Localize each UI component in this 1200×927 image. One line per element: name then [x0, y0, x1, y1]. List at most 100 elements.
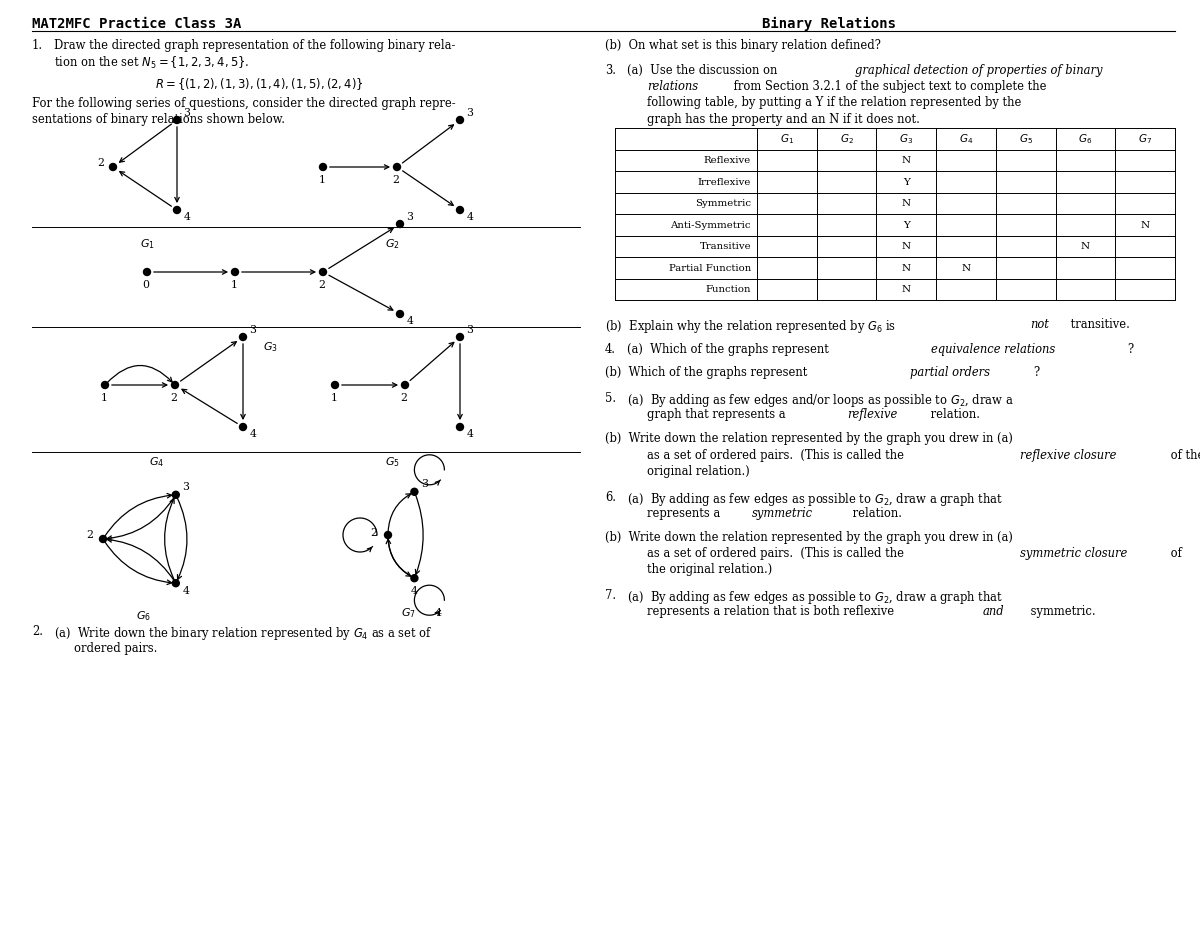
- Text: (a)  Write down the binary relation represented by $G_4$ as a set of: (a) Write down the binary relation repre…: [54, 625, 433, 642]
- Text: 4: 4: [184, 212, 191, 222]
- Text: (b)  On what set is this binary relation defined?: (b) On what set is this binary relation …: [605, 39, 881, 52]
- Text: Y: Y: [902, 221, 910, 230]
- Text: Transitive: Transitive: [700, 242, 751, 251]
- Text: 4: 4: [467, 212, 474, 222]
- Text: $G_2$: $G_2$: [840, 133, 853, 146]
- Text: $G_3$: $G_3$: [899, 133, 913, 146]
- Text: $G_7$: $G_7$: [1138, 133, 1152, 146]
- Circle shape: [100, 536, 107, 542]
- Text: 2: 2: [392, 175, 400, 185]
- Text: N: N: [901, 157, 911, 165]
- Circle shape: [456, 424, 463, 430]
- Text: and: and: [983, 605, 1004, 618]
- Text: ?: ?: [1127, 343, 1133, 356]
- Text: ?: ?: [1033, 366, 1039, 379]
- Circle shape: [384, 531, 391, 539]
- Text: 3: 3: [182, 482, 190, 492]
- Text: 2: 2: [170, 393, 178, 403]
- Text: as a set of ordered pairs.  (This is called the: as a set of ordered pairs. (This is call…: [647, 547, 907, 560]
- Text: of: of: [1166, 547, 1182, 560]
- Text: (b)  Explain why the relation represented by $G_6$ is: (b) Explain why the relation represented…: [605, 319, 896, 336]
- Text: 1: 1: [330, 393, 337, 403]
- Text: represents a relation that is both reflexive: represents a relation that is both refle…: [647, 605, 898, 618]
- Text: $G_5$: $G_5$: [1019, 133, 1033, 146]
- Circle shape: [331, 382, 338, 388]
- Text: N: N: [1140, 221, 1150, 230]
- Circle shape: [232, 269, 239, 275]
- Text: (a)  By adding as few edges and/or loops as possible to $G_2$, draw a: (a) By adding as few edges and/or loops …: [628, 392, 1014, 409]
- Text: Anti-Symmetric: Anti-Symmetric: [671, 221, 751, 230]
- Text: 0: 0: [143, 280, 150, 290]
- Text: symmetric closure: symmetric closure: [1020, 547, 1127, 560]
- Text: N: N: [901, 199, 911, 209]
- Text: 4: 4: [250, 429, 257, 439]
- Text: N: N: [1081, 242, 1090, 251]
- Text: Reflexive: Reflexive: [703, 157, 751, 165]
- Text: 2: 2: [318, 280, 325, 290]
- Text: N: N: [901, 263, 911, 273]
- Text: 3: 3: [407, 212, 414, 222]
- Text: $G_4$: $G_4$: [150, 455, 164, 469]
- Text: 3: 3: [421, 479, 428, 489]
- Text: N: N: [901, 242, 911, 251]
- Text: graph that represents a: graph that represents a: [647, 409, 790, 422]
- Text: 4: 4: [407, 316, 414, 326]
- Circle shape: [102, 382, 108, 388]
- Circle shape: [456, 207, 463, 213]
- Text: $G_7$: $G_7$: [401, 606, 415, 620]
- Circle shape: [456, 334, 463, 340]
- Text: ordered pairs.: ordered pairs.: [74, 642, 157, 655]
- Text: MAT2MFC Practice Class 3A: MAT2MFC Practice Class 3A: [32, 17, 241, 31]
- Text: Binary Relations: Binary Relations: [762, 17, 896, 32]
- Circle shape: [402, 382, 408, 388]
- Circle shape: [456, 117, 463, 123]
- Circle shape: [394, 163, 401, 171]
- Circle shape: [172, 382, 179, 388]
- Text: following table, by putting a Y if the relation represented by the: following table, by putting a Y if the r…: [647, 96, 1021, 109]
- Text: 2: 2: [371, 528, 378, 538]
- Text: reflexive: reflexive: [847, 409, 898, 422]
- Text: Function: Function: [706, 286, 751, 294]
- Text: Y: Y: [902, 178, 910, 186]
- Circle shape: [240, 334, 246, 340]
- Circle shape: [173, 579, 179, 587]
- Text: symmetric.: symmetric.: [1027, 605, 1096, 618]
- Text: 2: 2: [401, 393, 408, 403]
- Text: 3: 3: [467, 108, 474, 118]
- Text: 5.: 5.: [605, 392, 616, 405]
- Text: 1.: 1.: [32, 39, 43, 52]
- Circle shape: [319, 269, 326, 275]
- Text: 1: 1: [101, 393, 108, 403]
- Text: not: not: [1030, 319, 1049, 332]
- Text: from Section 3.2.1 of the subject text to complete the: from Section 3.2.1 of the subject text t…: [730, 80, 1046, 93]
- Text: (a)  Which of the graphs represent: (a) Which of the graphs represent: [628, 343, 833, 356]
- Text: Partial Function: Partial Function: [668, 263, 751, 273]
- Text: relation.: relation.: [928, 409, 980, 422]
- Text: N: N: [961, 263, 971, 273]
- Text: N: N: [901, 286, 911, 294]
- Text: 1: 1: [230, 280, 238, 290]
- Circle shape: [240, 424, 246, 430]
- Text: symmetric: symmetric: [752, 507, 814, 520]
- Text: (b)  Write down the relation represented by the graph you drew in (a): (b) Write down the relation represented …: [605, 432, 1013, 445]
- Text: $G_2$: $G_2$: [385, 237, 400, 251]
- Text: 4.: 4.: [605, 343, 616, 356]
- Text: $G_3$: $G_3$: [263, 340, 277, 354]
- Text: $G_1$: $G_1$: [780, 133, 794, 146]
- Text: original relation.): original relation.): [647, 465, 750, 478]
- Text: $G_6$: $G_6$: [1079, 133, 1092, 146]
- Text: 2: 2: [97, 158, 104, 168]
- Circle shape: [410, 489, 418, 495]
- Circle shape: [410, 575, 418, 582]
- Text: (b)  Write down the relation represented by the graph you drew in (a): (b) Write down the relation represented …: [605, 531, 1013, 544]
- Text: as a set of ordered pairs.  (This is called the: as a set of ordered pairs. (This is call…: [647, 449, 907, 462]
- Text: sentations of binary relations shown below.: sentations of binary relations shown bel…: [32, 113, 286, 126]
- Circle shape: [144, 269, 150, 275]
- Text: tion on the set $N_5 = \{1, 2, 3, 4, 5\}$.: tion on the set $N_5 = \{1, 2, 3, 4, 5\}…: [54, 56, 250, 71]
- Text: relations: relations: [647, 80, 698, 93]
- Text: relation.: relation.: [850, 507, 902, 520]
- Circle shape: [174, 117, 180, 123]
- Text: 3.: 3.: [605, 64, 616, 77]
- Circle shape: [396, 311, 403, 318]
- Text: (b)  Which of the graphs represent: (b) Which of the graphs represent: [605, 366, 811, 379]
